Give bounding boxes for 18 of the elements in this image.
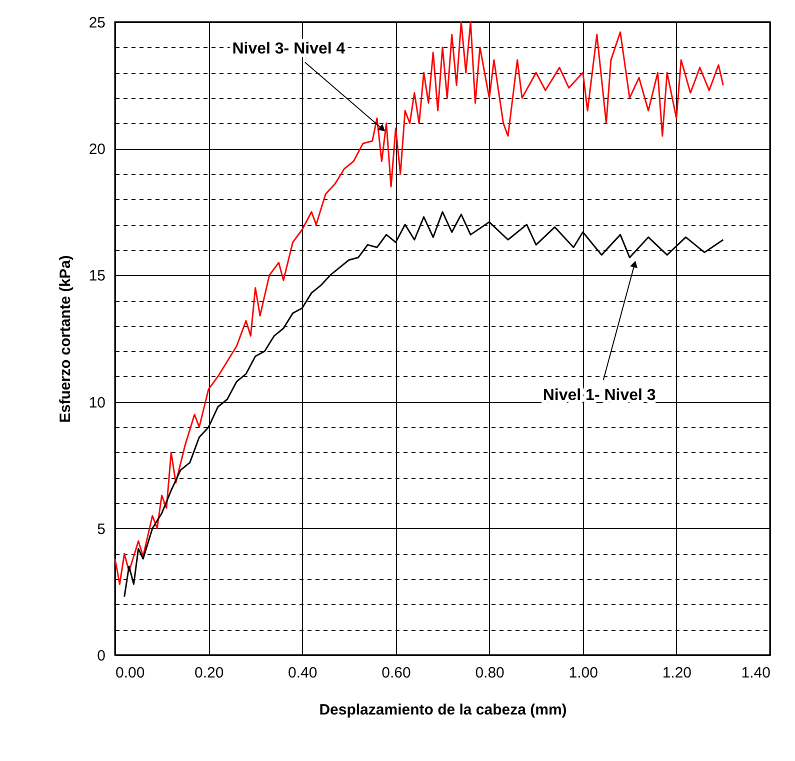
y-tick-label: 10 [88, 394, 106, 412]
y-tick-label: 25 [88, 14, 106, 32]
x-tick-label: 1.40 [741, 664, 770, 682]
y-axis-title: Esfuerzo cortante (kPa) [56, 255, 74, 423]
x-tick-label: 0.00 [116, 664, 145, 682]
y-tick-label: 5 [97, 520, 106, 538]
x-tick-label: 1.00 [568, 664, 598, 682]
x-tick-label: 1.20 [662, 664, 692, 682]
x-tick-label: 0.20 [194, 664, 224, 682]
x-tick-label: 0.80 [475, 664, 504, 682]
x-tick-label: 0.40 [288, 664, 318, 682]
x-tick-label: 0.60 [382, 664, 411, 682]
y-tick-label: 20 [88, 141, 106, 158]
annotation: Nivel 1- Nivel 3 [542, 387, 656, 404]
y-tick-label: 0 [97, 648, 106, 664]
x-axis-title: Desplazamiento de la cabeza (mm) [319, 702, 567, 718]
line-series [114, 21, 724, 585]
y-tick-label: 15 [88, 268, 106, 285]
